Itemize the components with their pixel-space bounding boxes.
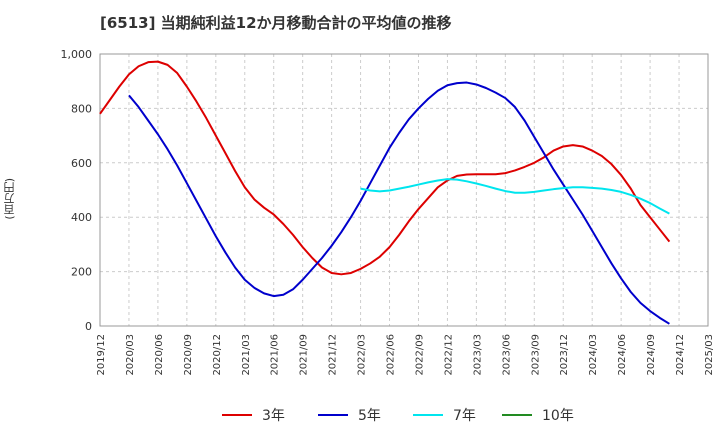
legend: 3年 5年 7年 10年 <box>0 404 720 426</box>
legend-swatch <box>502 414 532 416</box>
x-tick-label: 2021/09 <box>299 334 310 376</box>
horizontal-gridlines <box>100 107 708 273</box>
x-tick-label: 2025/03 <box>704 334 715 376</box>
legend-label: 7年 <box>453 408 476 424</box>
series-line-1 <box>99 60 671 276</box>
line-chart-plot: 0 200 400 600 800 1,000 2019/12 2020/03 2020/06… <box>61 48 716 376</box>
x-tick-label: 2023/03 <box>472 334 483 376</box>
legend-item: 10年 <box>502 404 574 426</box>
x-tick-label: 2023/12 <box>559 334 570 376</box>
legend-swatch <box>318 414 348 416</box>
x-tick-label: 2024/03 <box>588 334 599 376</box>
y-tick-label: 200 <box>71 266 92 279</box>
y-tick-labels: 0 200 400 600 800 1,000 <box>61 48 93 333</box>
legend-swatch <box>222 414 252 416</box>
x-tick-label: 2020/06 <box>154 334 165 376</box>
x-tick-label: 2020/12 <box>212 334 223 376</box>
plot-area-border <box>99 53 709 327</box>
x-tick-label: 2020/03 <box>125 334 136 376</box>
x-tick-label: 2022/09 <box>414 334 425 376</box>
x-tick-label: 2022/06 <box>386 334 397 376</box>
x-tick-label: 2024/12 <box>675 334 686 376</box>
x-tick-label: 2021/12 <box>328 334 339 376</box>
x-tick-label: 2022/12 <box>443 334 454 376</box>
x-tick-labels: 2019/12 2020/03 2020/06 2020/09 2020/12 2021/… <box>96 334 715 376</box>
chart-title: [6513] 当期純利益12か月移動合計の平均値の推移 <box>100 14 452 32</box>
x-tick-label: 2021/03 <box>241 334 252 376</box>
x-tick-label: 2024/06 <box>617 334 628 376</box>
x-tick-label: 2023/09 <box>530 334 541 376</box>
legend-label: 5年 <box>358 408 381 424</box>
legend-swatch <box>413 414 443 416</box>
x-tick-label: 2020/09 <box>183 334 194 376</box>
series-line-3 <box>360 178 670 215</box>
y-tick-label: 800 <box>71 102 92 115</box>
y-tick-label: 400 <box>71 211 92 224</box>
x-tick-label: 2019/12 <box>96 334 107 376</box>
y-tick-label: 600 <box>71 157 92 170</box>
x-tick-label: 2024/09 <box>646 334 657 376</box>
legend-label: 3年 <box>262 408 285 424</box>
legend-label: 10年 <box>542 408 574 424</box>
legend-item: 7年 <box>413 404 476 426</box>
legend-item: 5年 <box>318 404 381 426</box>
x-tick-label: 2021/06 <box>270 334 281 376</box>
x-tick-label: 2023/06 <box>501 334 512 376</box>
series-lines <box>99 60 671 325</box>
x-tick-label: 2022/03 <box>357 334 368 376</box>
series-line-2 <box>128 81 670 325</box>
y-tick-label: 1,000 <box>61 48 93 61</box>
legend-item: 3年 <box>222 404 285 426</box>
y-tick-label: 0 <box>85 320 92 333</box>
